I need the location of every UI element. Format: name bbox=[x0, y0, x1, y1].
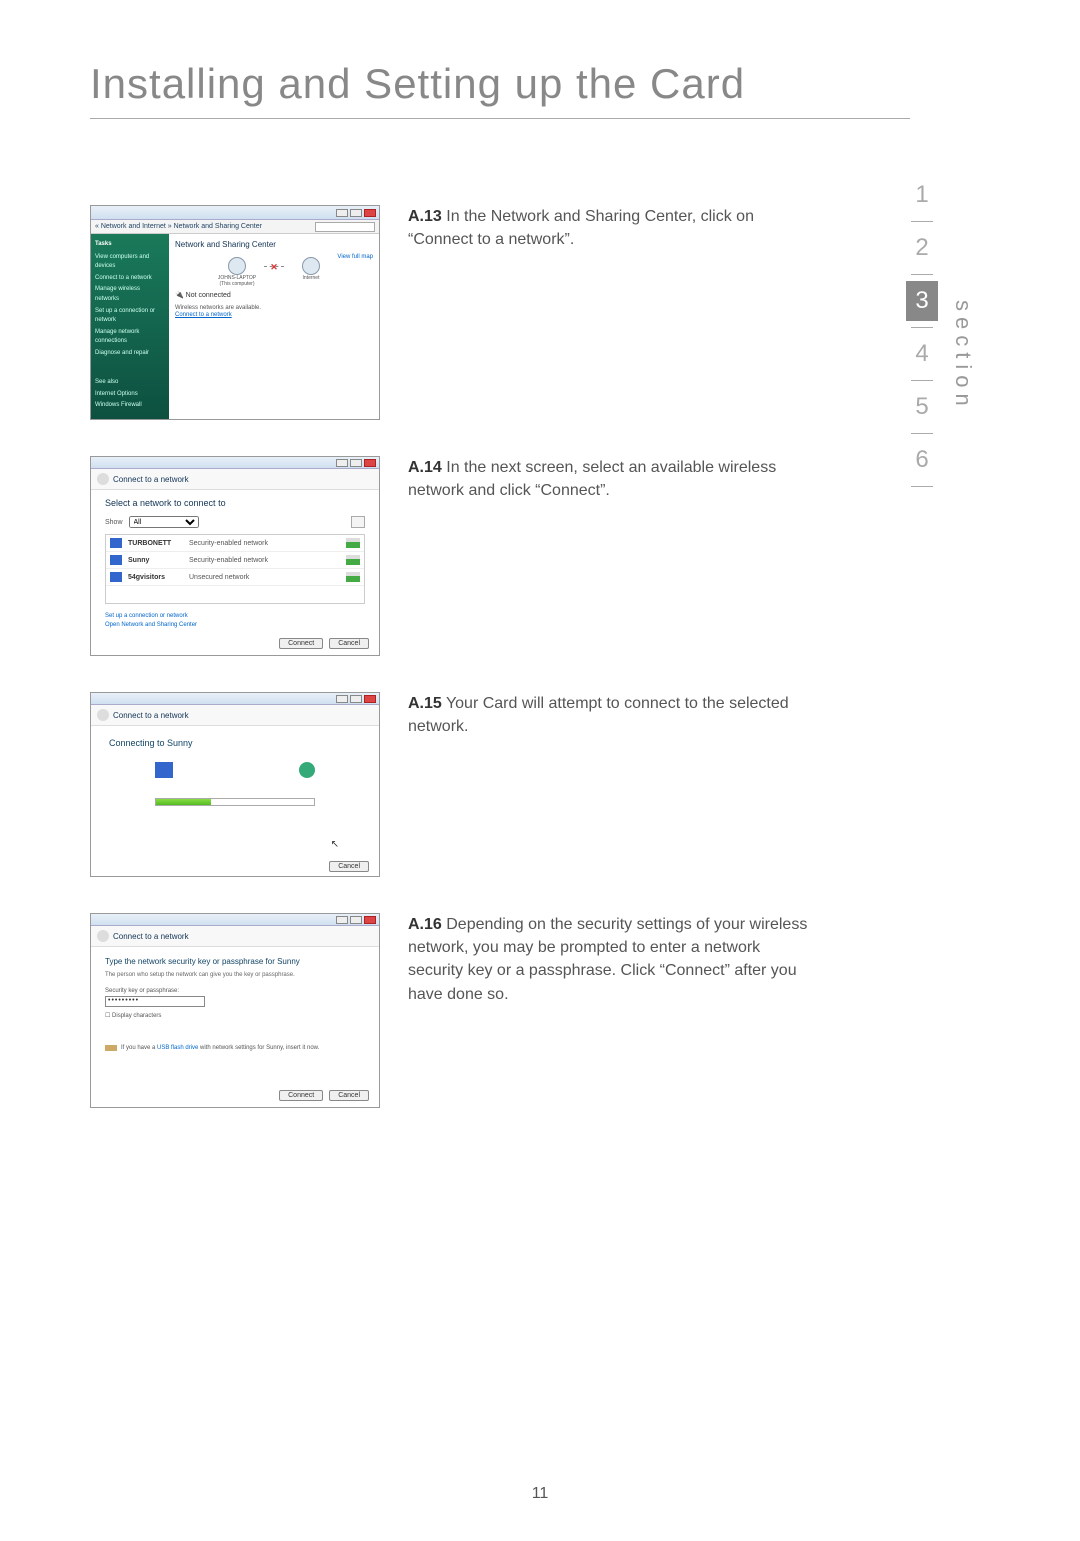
step-a13-text: A.13 In the Network and Sharing Center, … bbox=[408, 205, 810, 420]
security-key-subtext: The person who setup the network can giv… bbox=[105, 972, 365, 978]
step-a15: Connect to a network Connecting to Sunny… bbox=[90, 692, 810, 877]
window-header: Connect to a network bbox=[91, 926, 379, 947]
cancel-button: Cancel bbox=[329, 1090, 369, 1101]
section-4: 4 bbox=[906, 334, 938, 374]
security-key-prompt: Type the network security key or passphr… bbox=[105, 957, 365, 966]
sidebar-task: Connect to a network bbox=[95, 274, 165, 284]
bottom-links: Set up a connection or network Open Netw… bbox=[105, 612, 365, 630]
connect-to-network-link: Connect to a network bbox=[175, 312, 373, 318]
signal-icon bbox=[346, 572, 360, 582]
sidebar-task: Diagnose and repair bbox=[95, 349, 165, 359]
back-icon bbox=[97, 473, 109, 485]
network-list: TURBONETTSecurity-enabled network SunnyS… bbox=[105, 534, 365, 604]
usb-icon bbox=[105, 1045, 117, 1051]
step-a16-text: A.16 Depending on the security settings … bbox=[408, 913, 810, 1108]
window-titlebar bbox=[91, 206, 379, 220]
screenshot-network-sharing-center: « Network and Internet » Network and Sha… bbox=[90, 205, 380, 420]
window-titlebar bbox=[91, 914, 379, 926]
cancel-button: Cancel bbox=[329, 861, 369, 872]
section-5: 5 bbox=[906, 387, 938, 427]
network-icon bbox=[110, 572, 122, 582]
field-label: Security key or passphrase: bbox=[105, 988, 365, 994]
address-bar: « Network and Internet » Network and Sha… bbox=[91, 220, 379, 234]
internet-icon: Internet bbox=[302, 257, 320, 275]
globe-icon bbox=[299, 762, 315, 778]
show-dropdown: All bbox=[129, 516, 199, 528]
network-row: TURBONETTSecurity-enabled network bbox=[106, 535, 364, 552]
title-divider bbox=[90, 118, 910, 119]
section-label: section bbox=[950, 300, 976, 412]
screenshot-connect-to-network: Connect to a network Select a network to… bbox=[90, 456, 380, 656]
nav-divider bbox=[911, 433, 933, 434]
signal-icon bbox=[346, 555, 360, 565]
nav-divider bbox=[911, 486, 933, 487]
show-filter-row: Show All bbox=[105, 516, 365, 528]
see-also: See also Internet Options Windows Firewa… bbox=[95, 378, 142, 413]
main-panel: Network and Sharing Center View full map… bbox=[169, 234, 379, 419]
screenshot-connecting: Connect to a network Connecting to Sunny… bbox=[90, 692, 380, 877]
section-3-active: 3 bbox=[906, 281, 938, 321]
connect-button: Connect bbox=[279, 638, 323, 649]
networks-available-text: Wireless networks are available. bbox=[175, 305, 373, 311]
section-6: 6 bbox=[906, 440, 938, 480]
usb-hint: If you have a USB flash drive with netwo… bbox=[105, 1045, 365, 1051]
connecting-animation bbox=[155, 762, 315, 778]
cancel-button: Cancel bbox=[329, 638, 369, 649]
network-icon bbox=[110, 538, 122, 548]
panel-heading: Network and Sharing Center bbox=[175, 240, 373, 249]
step-a15-text: A.15 Your Card will attempt to connect t… bbox=[408, 692, 810, 877]
computer-icon bbox=[155, 762, 173, 778]
window-titlebar bbox=[91, 693, 379, 705]
page-title: Installing and Setting up the Card bbox=[90, 60, 745, 108]
breadcrumb: « Network and Internet » Network and Sha… bbox=[95, 223, 315, 230]
tasks-sidebar: Tasks View computers and devices Connect… bbox=[91, 234, 169, 419]
window-titlebar bbox=[91, 457, 379, 469]
section-1: 1 bbox=[906, 175, 938, 215]
signal-icon bbox=[346, 538, 360, 548]
page-number: 11 bbox=[532, 1485, 549, 1503]
not-connected-label: 🔌 Not connected bbox=[175, 291, 373, 299]
sidebar-task: Set up a connection or network bbox=[95, 307, 165, 326]
network-icon bbox=[110, 555, 122, 565]
nav-divider bbox=[911, 274, 933, 275]
nav-divider bbox=[911, 327, 933, 328]
connection-broken: ✕ bbox=[264, 266, 284, 267]
sidebar-task: Manage wireless networks bbox=[95, 285, 165, 304]
content-area: « Network and Internet » Network and Sha… bbox=[90, 205, 810, 1144]
step-a16: Connect to a network Type the network se… bbox=[90, 913, 810, 1108]
back-icon bbox=[97, 709, 109, 721]
window-header: Connect to a network bbox=[91, 705, 379, 726]
back-icon bbox=[97, 930, 109, 942]
view-full-map-link: View full map bbox=[337, 254, 373, 260]
nav-divider bbox=[911, 221, 933, 222]
search-box bbox=[315, 222, 375, 232]
progress-bar bbox=[155, 798, 315, 806]
computer-icon: JOHNS-LAPTOP(This computer) bbox=[228, 257, 246, 275]
window-header: Connect to a network bbox=[91, 469, 379, 490]
cursor-icon: ↖ bbox=[331, 839, 339, 850]
display-characters-checkbox: ☐ Display characters bbox=[105, 1012, 365, 1019]
connecting-message: Connecting to Sunny bbox=[109, 738, 361, 748]
show-label: Show bbox=[105, 519, 123, 526]
connect-button: Connect bbox=[279, 1090, 323, 1101]
screenshot-security-key: Connect to a network Type the network se… bbox=[90, 913, 380, 1108]
select-network-prompt: Select a network to connect to bbox=[105, 498, 365, 508]
sidebar-task: View computers and devices bbox=[95, 253, 165, 272]
step-a14: Connect to a network Select a network to… bbox=[90, 456, 810, 656]
section-2: 2 bbox=[906, 228, 938, 268]
section-nav: 1 2 3 4 5 6 bbox=[906, 175, 938, 487]
step-a13: « Network and Internet » Network and Sha… bbox=[90, 205, 810, 420]
network-row: 54gvisitorsUnsecured network bbox=[106, 569, 364, 586]
nav-divider bbox=[911, 380, 933, 381]
passphrase-input: ••••••••• bbox=[105, 996, 205, 1007]
tasks-header: Tasks bbox=[95, 240, 165, 250]
network-row: SunnySecurity-enabled network bbox=[106, 552, 364, 569]
x-icon: ✕ bbox=[270, 262, 278, 273]
refresh-button bbox=[351, 516, 365, 528]
sidebar-task: Manage network connections bbox=[95, 328, 165, 347]
step-a14-text: A.14 In the next screen, select an avail… bbox=[408, 456, 810, 656]
